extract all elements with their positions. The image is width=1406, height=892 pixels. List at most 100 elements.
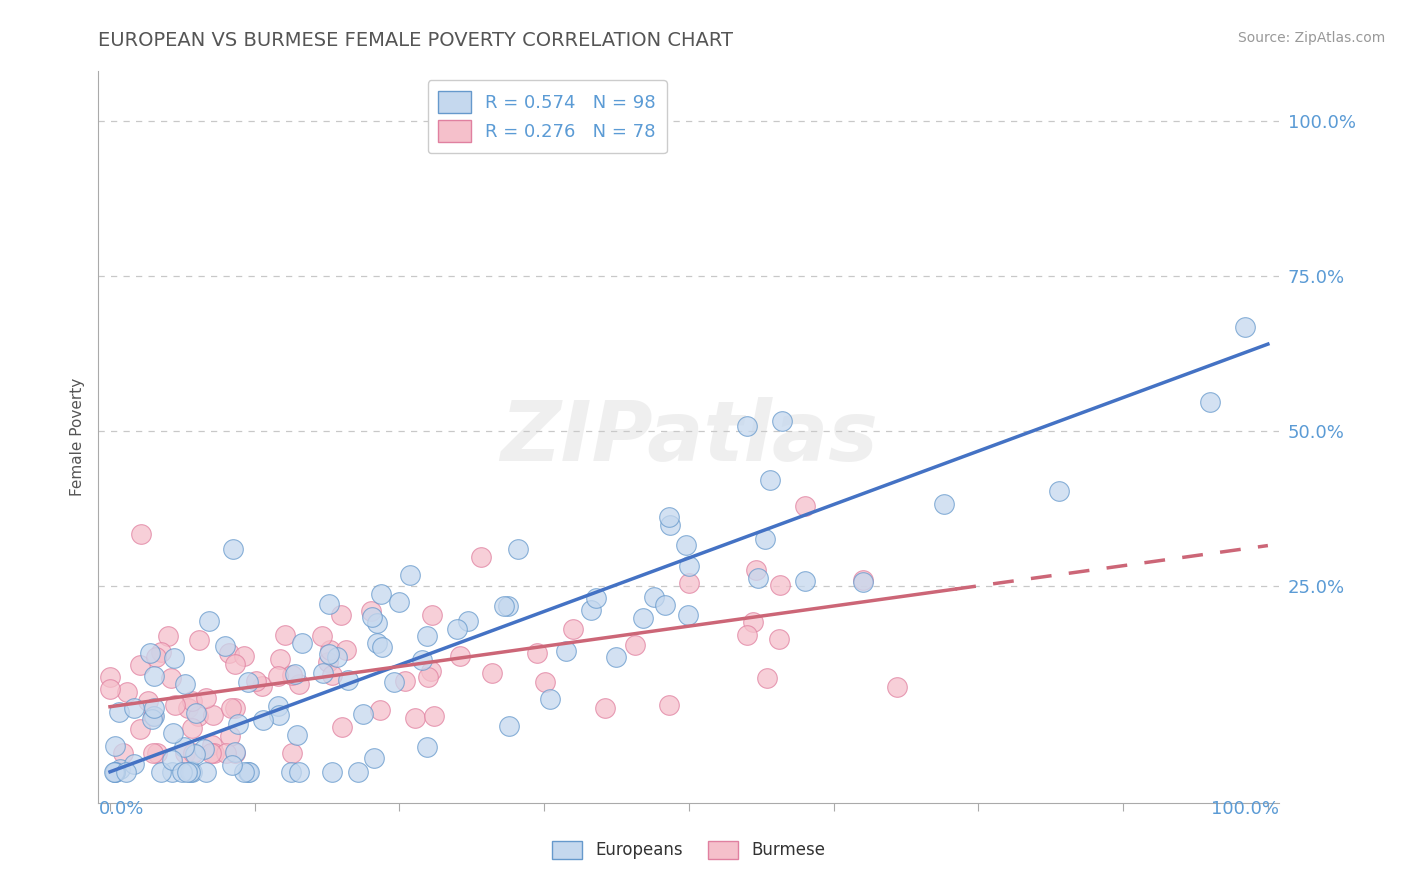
Point	[659, 518, 682, 533]
Text: 100.0%: 100.0%	[1212, 800, 1279, 818]
Point	[226, 717, 249, 731]
Point	[311, 629, 333, 643]
Point	[735, 627, 758, 641]
Point	[195, 764, 218, 779]
Point	[150, 645, 173, 659]
Point	[136, 693, 159, 707]
Point	[200, 746, 222, 760]
Point	[233, 764, 256, 779]
Point	[193, 741, 215, 756]
Point	[197, 615, 219, 629]
Point	[470, 549, 492, 564]
Point	[352, 706, 374, 721]
Point	[104, 739, 127, 754]
Point	[183, 746, 205, 760]
Point	[538, 691, 561, 706]
Point	[194, 690, 217, 705]
Point	[129, 722, 152, 736]
Point	[742, 615, 765, 630]
Point	[852, 573, 875, 587]
Point	[449, 648, 471, 663]
Point	[675, 538, 697, 552]
Point	[416, 669, 439, 683]
Point	[129, 526, 152, 541]
Point	[526, 646, 548, 660]
Point	[793, 500, 815, 514]
Point	[446, 622, 468, 636]
Point	[411, 653, 433, 667]
Point	[363, 750, 385, 764]
Point	[122, 756, 145, 771]
Point	[115, 764, 138, 779]
Point	[585, 591, 607, 606]
Point	[335, 643, 357, 657]
Point	[337, 673, 360, 687]
Point	[658, 698, 681, 712]
Point	[366, 615, 388, 630]
Point	[224, 745, 246, 759]
Point	[103, 764, 125, 779]
Point	[173, 746, 195, 760]
Point	[1049, 483, 1071, 498]
Point	[98, 670, 121, 684]
Point	[678, 575, 700, 590]
Point	[605, 649, 627, 664]
Point	[555, 643, 578, 657]
Point	[676, 607, 699, 622]
Point	[252, 680, 274, 694]
Point	[224, 701, 246, 715]
Point	[184, 706, 207, 720]
Point	[330, 607, 353, 622]
Point	[756, 671, 779, 685]
Point	[496, 599, 519, 613]
Point	[291, 636, 314, 650]
Point	[366, 635, 388, 649]
Point	[280, 746, 302, 760]
Point	[187, 709, 209, 723]
Point	[370, 587, 392, 601]
Point	[180, 694, 202, 708]
Point	[624, 638, 647, 652]
Point	[387, 594, 409, 608]
Point	[494, 599, 516, 614]
Point	[394, 673, 416, 688]
Point	[142, 709, 165, 723]
Point	[643, 590, 665, 604]
Point	[793, 574, 815, 589]
Point	[747, 571, 769, 585]
Point	[404, 711, 426, 725]
Point	[252, 713, 274, 727]
Point	[759, 473, 782, 487]
Point	[142, 669, 165, 683]
Point	[269, 652, 291, 666]
Point	[288, 764, 311, 779]
Point	[179, 764, 201, 779]
Point	[371, 640, 394, 655]
Point	[481, 665, 503, 680]
Point	[150, 764, 173, 779]
Point	[238, 764, 260, 779]
Point	[319, 643, 342, 657]
Point	[273, 627, 295, 641]
Point	[145, 746, 167, 760]
Point	[245, 674, 267, 689]
Point	[176, 764, 198, 779]
Point	[321, 668, 343, 682]
Point	[326, 649, 349, 664]
Point	[180, 764, 202, 778]
Point	[368, 702, 391, 716]
Point	[180, 721, 202, 735]
Point	[1233, 319, 1256, 334]
Point	[173, 739, 195, 754]
Point	[214, 639, 236, 653]
Point	[416, 740, 439, 755]
Point	[770, 414, 793, 428]
Point	[221, 757, 243, 772]
Point	[236, 764, 259, 779]
Point	[312, 665, 335, 680]
Point	[457, 614, 479, 628]
Point	[280, 764, 302, 779]
Point	[267, 669, 290, 683]
Point	[177, 701, 200, 715]
Point	[754, 532, 776, 546]
